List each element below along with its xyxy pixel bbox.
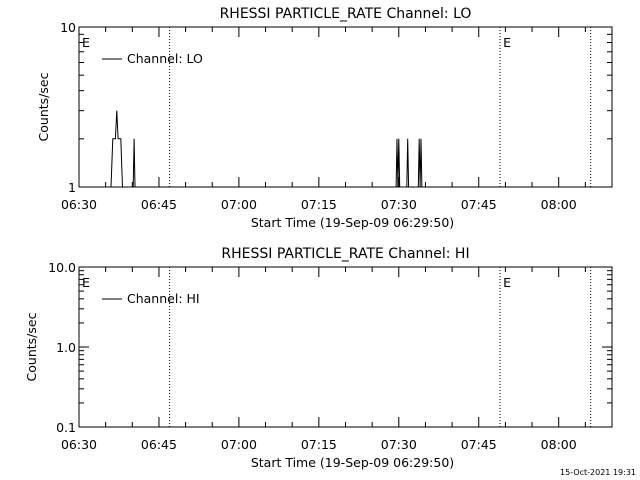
chart-title: RHESSI PARTICLE_RATE Channel: HI [221, 246, 469, 262]
eclipse-marker: E [82, 35, 90, 50]
data-series-line [395, 138, 423, 188]
x-tick-label: 07:00 [221, 437, 257, 452]
x-tick-label: 08:00 [541, 437, 577, 452]
x-tick-label: 07:45 [461, 197, 497, 212]
eclipse-marker: E [503, 275, 511, 290]
x-tick-label: 07:30 [381, 197, 417, 212]
y-tick-label: 0.1 [56, 420, 76, 435]
x-tick-label: 06:30 [61, 197, 97, 212]
y-tick-label: 10 [60, 20, 76, 35]
x-tick-label: 07:15 [301, 437, 337, 452]
y-tick-label: 1.0 [56, 340, 76, 355]
x-tick-label: 06:30 [61, 437, 97, 452]
data-series-line [110, 110, 136, 188]
y-tick-label: 10.0 [48, 260, 76, 275]
x-axis-label: Start Time (19-Sep-09 06:29:50) [251, 215, 454, 230]
x-tick-label: 06:45 [141, 197, 177, 212]
chart-panel-1: RHESSI PARTICLE_RATE Channel: LO Counts/s… [36, 6, 613, 230]
x-tick-label: 06:45 [141, 437, 177, 452]
y-axis-label: Counts/sec [36, 72, 51, 141]
x-tick-label: 08:00 [541, 197, 577, 212]
x-tick-label: 07:00 [221, 197, 257, 212]
legend-label: Channel: HI [127, 291, 200, 306]
eclipse-marker: E [82, 275, 90, 290]
y-tick-label: 1 [68, 180, 76, 195]
x-tick-label: 07:15 [301, 197, 337, 212]
eclipse-marker: E [503, 35, 511, 50]
chart-panel-2: RHESSI PARTICLE_RATE Channel: HI Counts/s… [24, 246, 613, 470]
chart-title: RHESSI PARTICLE_RATE Channel: LO [220, 6, 472, 22]
x-tick-label: 07:45 [461, 437, 497, 452]
legend-label: Channel: LO [127, 51, 203, 66]
x-axis-label: Start Time (19-Sep-09 06:29:50) [251, 455, 454, 470]
footer-timestamp: 15-Oct-2021 19:31 [560, 468, 636, 477]
y-axis-label: Counts/sec [24, 312, 39, 381]
x-tick-label: 07:30 [381, 437, 417, 452]
